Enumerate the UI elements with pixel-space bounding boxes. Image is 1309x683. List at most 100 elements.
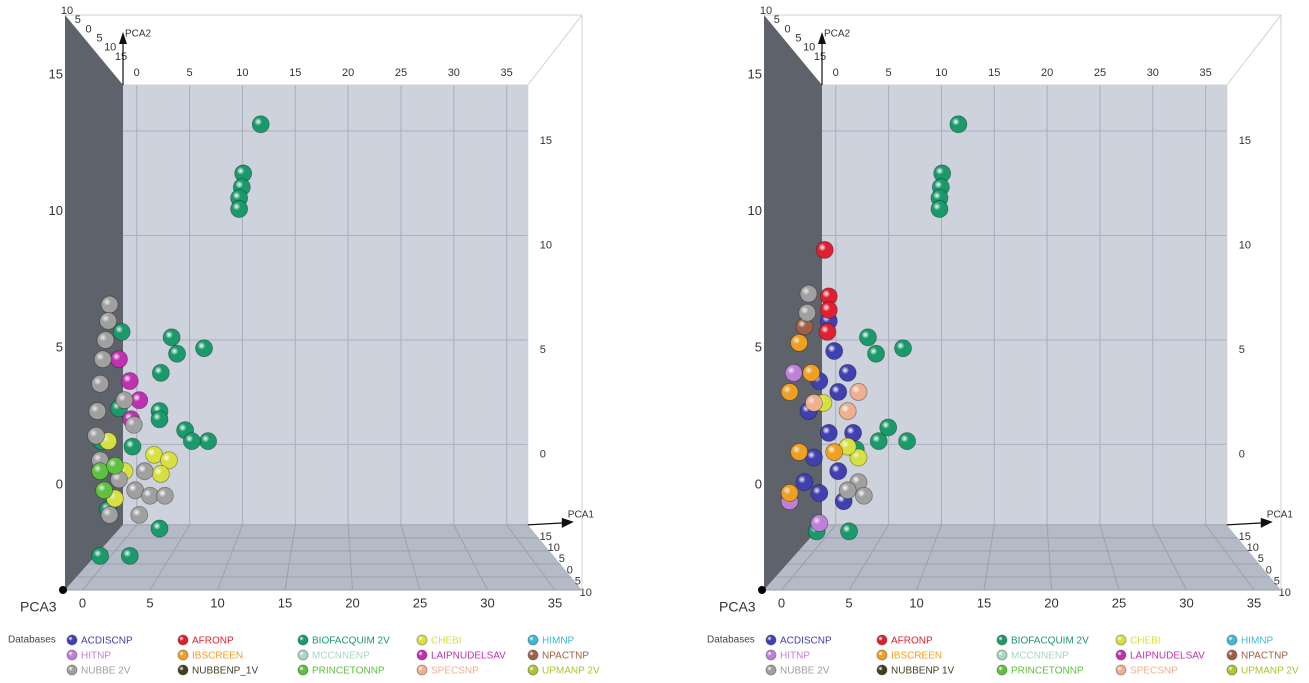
legend-title: Databases (707, 635, 755, 646)
legend-marker (416, 664, 428, 676)
legend-marker (297, 664, 309, 676)
axis-arrowhead (818, 32, 826, 44)
z-tick-label: 15 (115, 51, 127, 63)
data-point (100, 295, 119, 314)
data-point (805, 448, 823, 467)
left-wall (764, 15, 822, 590)
legend-marker (876, 649, 888, 661)
origin-dot (59, 586, 67, 594)
data-point (251, 115, 270, 134)
grid-line (1099, 524, 1120, 591)
data-point (810, 484, 829, 502)
axis-label: PCA2 (125, 29, 152, 40)
legend-title: Databases (8, 635, 56, 646)
box-edge (527, 14, 583, 86)
x-tick-label: 0 (134, 67, 140, 79)
x-tick-label: 15 (977, 595, 991, 610)
y-tick-label: 10 (1239, 239, 1251, 251)
grid-line (781, 524, 837, 591)
legend-label: NPACTNP (1241, 651, 1288, 662)
data-point (802, 363, 821, 382)
legend-marker (765, 649, 777, 661)
legend-marker (996, 634, 1008, 646)
y-tick-label: 0 (755, 476, 762, 491)
data-point (150, 519, 169, 538)
legend-label: HIMNP (542, 636, 575, 647)
legend-marker (1226, 664, 1238, 676)
axis-arrowhead (119, 32, 127, 44)
axis-label: PCA3 (719, 599, 756, 615)
data-point (91, 546, 109, 565)
y-tick-label: 0 (540, 448, 546, 460)
axis-arrowhead (1260, 517, 1273, 528)
data-point (155, 486, 174, 505)
legend-marker (297, 634, 309, 646)
y-tick-label: 0 (1239, 448, 1245, 460)
data-point (869, 432, 888, 451)
data-point (182, 432, 201, 451)
grid-line (400, 524, 421, 591)
data-point (112, 322, 131, 341)
z-tick-label: 10 (1247, 542, 1259, 554)
legend-label: UPMANP 2V (1241, 666, 1299, 677)
legend-marker (177, 634, 189, 646)
legend-marker (996, 649, 1008, 661)
grid-line (82, 524, 138, 591)
data-point (849, 448, 868, 467)
legend-label: PRINCETONNP (1011, 666, 1084, 677)
data-point (100, 505, 119, 524)
z-tick-label: 10 (1279, 587, 1291, 599)
data-point (819, 301, 838, 319)
z-tick-label: 5 (559, 553, 565, 565)
x-tick-label: 30 (480, 595, 494, 610)
legend-label: AFRONP (891, 636, 933, 647)
data-point (795, 473, 814, 492)
x-tick-label: 20 (1044, 595, 1058, 610)
z-tick-label: 10 (803, 42, 815, 54)
legend-marker (1226, 649, 1238, 661)
data-point (162, 328, 181, 347)
legend-label: LAIPNUDELSAV (1130, 651, 1205, 662)
data-point (829, 462, 848, 481)
x-tick-label: 35 (1247, 595, 1261, 610)
data-point (91, 462, 109, 481)
x-tick-label: 35 (501, 67, 513, 79)
legend-label: CHEBI (1130, 636, 1161, 647)
data-point (130, 505, 149, 524)
legend-label: PRINCETONNP (312, 666, 385, 677)
z-tick-label: 5 (1274, 576, 1280, 588)
x-tick-label: 5 (146, 595, 153, 610)
y-tick-label: 0 (56, 476, 63, 491)
legend-marker (177, 649, 189, 661)
data-point (805, 393, 823, 412)
z-tick-label: 0 (567, 564, 573, 576)
y-tick-label: 15 (49, 67, 63, 82)
x-tick-label: 30 (1147, 67, 1159, 79)
legend-label: UPMANP 2V (542, 666, 600, 677)
data-point (930, 200, 949, 218)
data-point (825, 443, 844, 461)
legend-label: LAIPNUDELSAV (431, 651, 506, 662)
data-point (135, 462, 154, 481)
grid-line (453, 524, 488, 591)
legend-label: HITNP (81, 651, 111, 662)
z-tick-label: 0 (86, 23, 92, 35)
legend-label: HITNP (780, 651, 810, 662)
legend-marker (1115, 664, 1127, 676)
x-tick-label: 5 (845, 595, 852, 610)
x-tick-label: 10 (935, 67, 947, 79)
axis-arrow (1226, 522, 1263, 526)
z-tick-label: 0 (1266, 564, 1272, 576)
legend-label: MCCNNENP (1011, 651, 1069, 662)
data-point (124, 415, 143, 434)
legend-marker (66, 649, 78, 661)
y-tick-label: 15 (540, 135, 552, 147)
data-point (780, 484, 799, 502)
x-tick-label: 15 (289, 67, 301, 79)
y-tick-label: 5 (540, 344, 546, 356)
legend-marker (1115, 649, 1127, 661)
legend-marker (765, 634, 777, 646)
legend-label: BIOFACQUIM 2V (312, 636, 390, 647)
data-point (123, 437, 142, 456)
x-tick-label: 20 (345, 595, 359, 610)
